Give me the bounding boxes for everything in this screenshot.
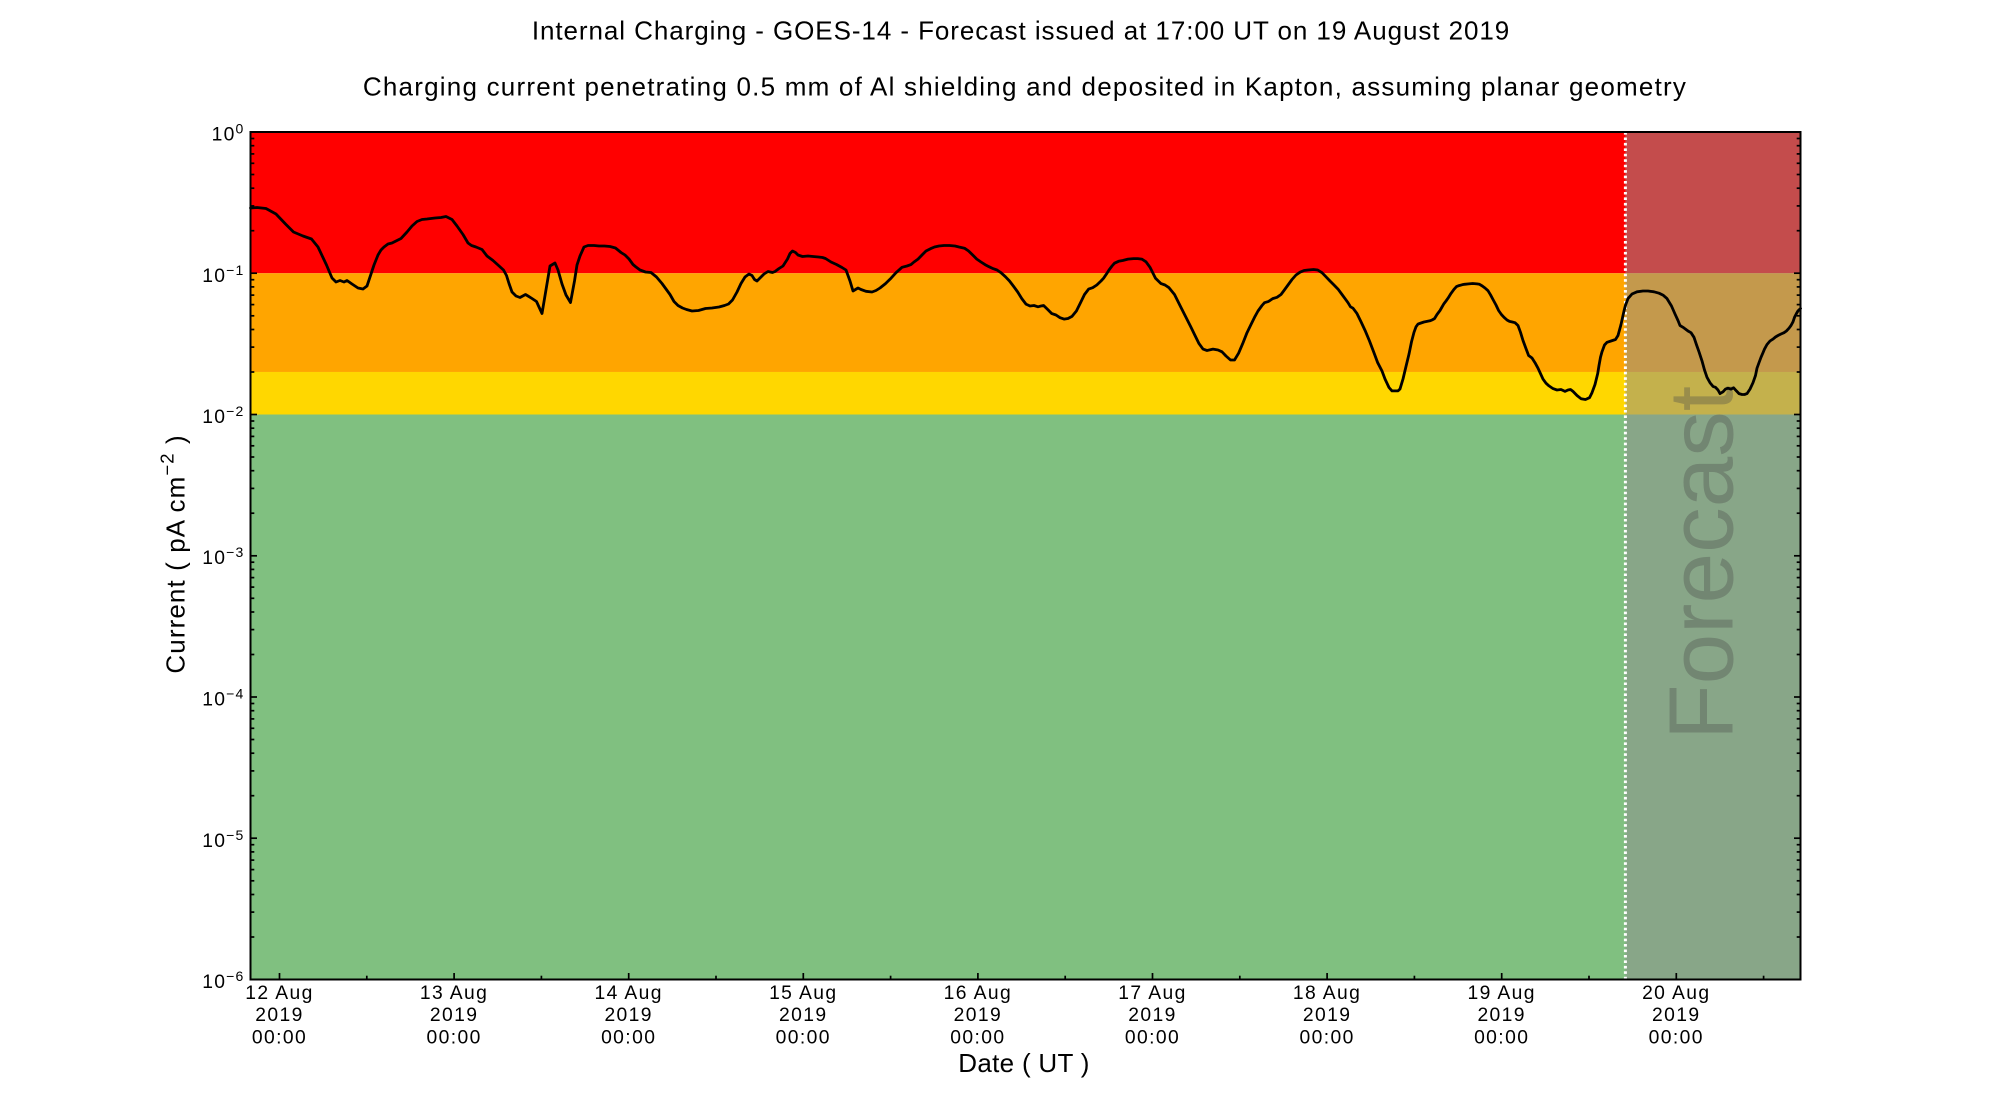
svg-text:2019: 2019 xyxy=(1303,1005,1352,1026)
svg-text:00:00: 00:00 xyxy=(252,1027,307,1048)
svg-text:2019: 2019 xyxy=(430,1005,479,1026)
svg-text:10−2: 10−2 xyxy=(202,403,244,428)
svg-text:17 Aug: 17 Aug xyxy=(1118,983,1186,1004)
svg-text:2019: 2019 xyxy=(954,1005,1003,1026)
svg-text:00:00: 00:00 xyxy=(1474,1027,1529,1048)
svg-text:14 Aug: 14 Aug xyxy=(594,983,662,1004)
svg-text:19 Aug: 19 Aug xyxy=(1467,983,1535,1004)
svg-text:Forecast: Forecast xyxy=(1652,386,1753,740)
svg-text:00:00: 00:00 xyxy=(601,1027,656,1048)
svg-text:13 Aug: 13 Aug xyxy=(420,983,488,1004)
svg-text:2019: 2019 xyxy=(779,1005,828,1026)
svg-text:00:00: 00:00 xyxy=(776,1027,831,1048)
svg-text:Date ( UT ): Date ( UT ) xyxy=(958,1048,1089,1078)
svg-text:Internal Charging - GOES-14 -: Internal Charging - GOES-14 - Forecast i… xyxy=(532,16,1510,46)
svg-text:2019: 2019 xyxy=(604,1005,653,1026)
svg-text:15 Aug: 15 Aug xyxy=(769,983,837,1004)
svg-text:Charging current penetrating 0: Charging current penetrating 0.5 mm of A… xyxy=(363,72,1687,102)
svg-text:18 Aug: 18 Aug xyxy=(1293,983,1361,1004)
svg-text:12 Aug: 12 Aug xyxy=(245,983,313,1004)
svg-text:20 Aug: 20 Aug xyxy=(1642,983,1710,1004)
svg-text:2019: 2019 xyxy=(1477,1005,1526,1026)
svg-text:2019: 2019 xyxy=(1652,1005,1701,1026)
svg-text:16 Aug: 16 Aug xyxy=(944,983,1012,1004)
svg-text:00:00: 00:00 xyxy=(1649,1027,1704,1048)
svg-text:00:00: 00:00 xyxy=(1299,1027,1354,1048)
svg-text:00:00: 00:00 xyxy=(1125,1027,1180,1048)
svg-text:2019: 2019 xyxy=(1128,1005,1177,1026)
svg-text:2019: 2019 xyxy=(255,1005,304,1026)
svg-text:00:00: 00:00 xyxy=(950,1027,1005,1048)
svg-text:Current ( pA cm−2 ): Current ( pA cm−2 ) xyxy=(157,434,191,673)
svg-text:10−1: 10−1 xyxy=(202,262,244,287)
svg-text:00:00: 00:00 xyxy=(426,1027,481,1048)
